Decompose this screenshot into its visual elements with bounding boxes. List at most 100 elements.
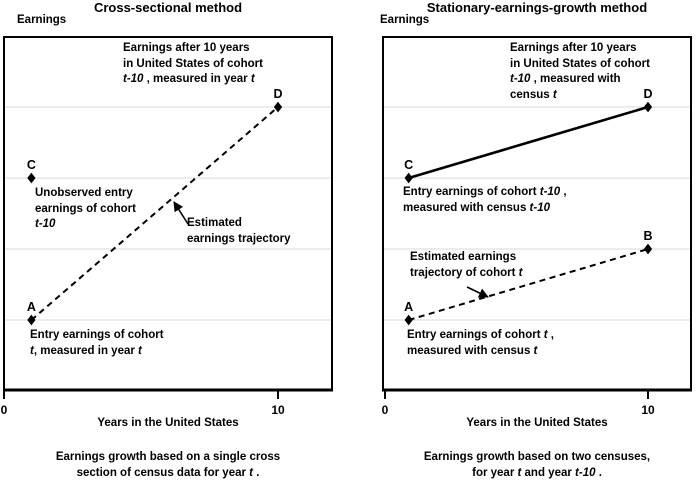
point-label-B: B: [643, 229, 652, 243]
annotation-entry-earnings: Entry earnings of cohort t, measured in …: [30, 328, 164, 359]
text-segment: Entry earnings of cohort: [403, 186, 540, 198]
caption-line: for year t and year t-10 .: [377, 465, 697, 481]
annotation-estimated-trajectory: Estimated earnings trajectory of cohort …: [410, 250, 522, 281]
text-segment: and year: [521, 467, 576, 479]
text-segment: for year: [472, 467, 518, 479]
series-line: [30, 106, 279, 321]
text-segment: trajectory of cohort: [410, 266, 519, 279]
point-marker-D: [643, 101, 653, 113]
point-marker-C: [27, 172, 36, 184]
text-segment: t-10: [539, 186, 561, 198]
text-segment: Earnings growth based on two censuses,: [423, 451, 651, 463]
caption-line: section of census data for year t .: [3, 465, 333, 481]
annotation-line: Unobserved entry: [35, 186, 136, 202]
text-segment: t: [138, 344, 142, 357]
text-segment: measured with census: [407, 344, 534, 357]
annotation-earnings-after-10-years: Earnings after 10 years in United States…: [123, 41, 263, 88]
text-segment: in United States of cohort: [510, 57, 650, 70]
x-tick-label-10: 10: [271, 403, 285, 417]
text-segment: Estimated: [187, 217, 242, 229]
annotation-line: trajectory of cohort t: [410, 266, 522, 282]
annotation-line: Entry earnings of cohort: [30, 328, 164, 344]
plot-area: A D C: [3, 36, 333, 399]
x-axis-label: Years in the United States: [466, 417, 608, 429]
annotation-line: in United States of cohort: [510, 57, 650, 73]
x-tick-label-0: 0: [381, 403, 389, 417]
text-segment: t: [533, 344, 538, 357]
text-segment: t-10: [575, 467, 596, 479]
y-axis-label: Earnings: [380, 14, 430, 26]
text-segment: t: [249, 467, 253, 479]
annotation-line: in United States of cohort: [123, 57, 263, 73]
y-axis-label: Earnings: [17, 14, 67, 26]
x-axis-label: Years in the United States: [97, 417, 239, 429]
point-label-D: D: [273, 87, 282, 101]
text-segment: , measured with: [530, 73, 621, 85]
caption-line: Earnings growth based on a single cross: [3, 449, 333, 465]
annotation-line: t, measured in year t: [30, 344, 164, 360]
text-segment: Earnings growth based on a single cross: [55, 451, 281, 463]
text-segment: t: [30, 344, 34, 357]
point-label-A: A: [27, 300, 36, 314]
annotation-line: t-10: [35, 217, 136, 233]
annotation-line: census t: [510, 88, 650, 104]
point-marker-C: [404, 172, 413, 184]
annotation-estimated-trajectory: Estimated earnings trajectory: [187, 216, 291, 247]
text-segment: Entry earnings of cohort: [30, 329, 164, 341]
point-marker-A: [404, 314, 413, 326]
x-tick-label-0: 0: [0, 403, 8, 417]
panel-caption: Earnings growth based on two censuses, f…: [377, 449, 697, 481]
text-segment: t: [250, 73, 255, 85]
text-segment: Estimated earnings: [410, 251, 517, 263]
text-segment: t-10: [529, 201, 550, 214]
text-segment: section of census data for year: [76, 467, 250, 479]
text-segment: , measured in year: [143, 73, 251, 85]
text-segment: .: [253, 467, 260, 479]
text-segment: t: [543, 329, 548, 341]
text-segment: , measured in year: [33, 344, 139, 357]
text-segment: t-10: [35, 218, 56, 230]
annotation-line: earnings of cohort: [35, 202, 136, 218]
text-segment: t-10: [123, 73, 144, 85]
cross-sectional-panel: Cross-sectional method Earnings A D C Earn…: [0, 0, 333, 481]
text-segment: earnings of cohort: [35, 202, 136, 215]
text-segment: Earnings after 10 years: [510, 42, 637, 54]
point-marker-D: [273, 101, 283, 113]
annotation-line: Estimated: [187, 216, 291, 232]
annotation-arrow: [466, 286, 489, 298]
text-segment: census: [510, 88, 553, 101]
point-label-D: D: [643, 87, 652, 101]
x-tick-label-10: 10: [641, 403, 655, 417]
text-segment: t: [517, 467, 522, 479]
annotation-line: Entry earnings of cohort t-10 ,: [403, 185, 567, 201]
caption-line: Earnings growth based on two censuses,: [377, 449, 697, 465]
annotation-entry-earnings-t-10: Entry earnings of cohort t-10 , measured…: [403, 185, 567, 216]
annotation-line: t-10 , measured in year t: [123, 72, 263, 88]
panel-title: Cross-sectional method: [93, 0, 243, 15]
text-segment: t: [552, 88, 557, 101]
point-label-C: C: [27, 158, 36, 172]
text-segment: Earnings after 10 years: [123, 42, 250, 54]
plot-area: C D A B: [382, 36, 692, 399]
text-segment: earnings trajectory: [187, 232, 291, 245]
text-segment: ,: [560, 186, 567, 198]
annotation-arrow: [173, 201, 189, 225]
annotation-line: measured with census t: [407, 344, 554, 360]
annotation-line: earnings trajectory: [187, 232, 291, 248]
annotation-unobserved-entry-earnings: Unobserved entry earnings of cohort t-10: [35, 186, 136, 233]
point-marker-B: [643, 243, 653, 255]
text-segment: measured with census: [403, 201, 530, 214]
series-line: [408, 105, 649, 180]
text-segment: t-10: [510, 73, 531, 85]
point-label-A: A: [404, 300, 413, 314]
annotation-line: Earnings after 10 years: [510, 41, 650, 57]
annotation-entry-earnings-t: Entry earnings of cohort t , measured wi…: [407, 328, 554, 359]
annotation-line: Earnings after 10 years: [123, 41, 263, 57]
annotation-line: measured with census t-10: [403, 201, 567, 217]
text-segment: ,: [547, 329, 554, 341]
point-marker-A: [27, 314, 36, 326]
point-label-C: C: [404, 158, 413, 172]
annotation-earnings-after-10-years: Earnings after 10 years in United States…: [510, 41, 650, 103]
text-segment: in United States of cohort: [123, 57, 263, 70]
